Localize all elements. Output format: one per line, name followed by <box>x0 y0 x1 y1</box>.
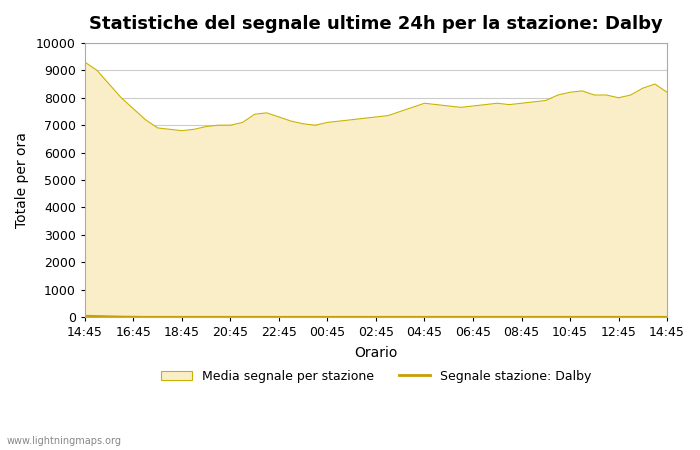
Text: www.lightningmaps.org: www.lightningmaps.org <box>7 436 122 446</box>
X-axis label: Orario: Orario <box>354 346 398 360</box>
Legend: Media segnale per stazione, Segnale stazione: Dalby: Media segnale per stazione, Segnale staz… <box>155 365 596 388</box>
Title: Statistiche del segnale ultime 24h per la stazione: Dalby: Statistiche del segnale ultime 24h per l… <box>89 15 663 33</box>
Y-axis label: Totale per ora: Totale per ora <box>15 132 29 228</box>
